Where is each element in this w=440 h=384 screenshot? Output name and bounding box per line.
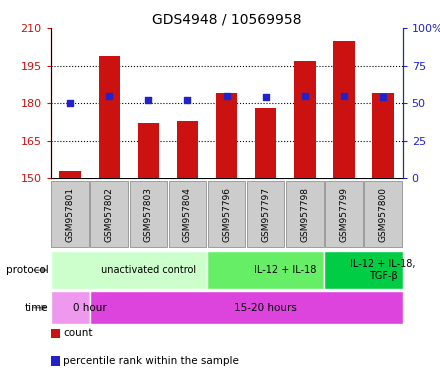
Point bbox=[106, 93, 113, 99]
Bar bbox=[207, 251, 324, 290]
Point bbox=[184, 97, 191, 103]
Text: GSM957801: GSM957801 bbox=[66, 187, 75, 242]
Bar bbox=[91, 181, 128, 247]
Bar bbox=[51, 181, 89, 247]
Text: GSM957799: GSM957799 bbox=[339, 187, 348, 242]
Bar bbox=[59, 170, 81, 178]
Bar bbox=[286, 181, 323, 247]
Text: GSM957796: GSM957796 bbox=[222, 187, 231, 242]
Bar bbox=[99, 56, 120, 178]
Text: 0 hour: 0 hour bbox=[73, 303, 106, 313]
Text: IL-12 + IL-18: IL-12 + IL-18 bbox=[254, 265, 316, 275]
Text: GSM957798: GSM957798 bbox=[301, 187, 309, 242]
Text: GSM957800: GSM957800 bbox=[378, 187, 388, 242]
Point bbox=[66, 100, 73, 106]
Bar bbox=[364, 181, 402, 247]
Bar bbox=[51, 251, 207, 290]
Bar bbox=[324, 251, 403, 290]
Text: 15-20 hours: 15-20 hours bbox=[234, 303, 297, 313]
Bar bbox=[247, 181, 285, 247]
Point bbox=[262, 94, 269, 100]
Title: GDS4948 / 10569958: GDS4948 / 10569958 bbox=[152, 13, 301, 27]
Bar bbox=[130, 181, 167, 247]
Bar bbox=[90, 291, 403, 324]
Point bbox=[145, 97, 152, 103]
Text: percentile rank within the sample: percentile rank within the sample bbox=[63, 356, 239, 366]
Text: time: time bbox=[25, 303, 48, 313]
Text: GSM957802: GSM957802 bbox=[105, 187, 114, 242]
Bar bbox=[208, 181, 246, 247]
Text: GSM957804: GSM957804 bbox=[183, 187, 192, 242]
Bar bbox=[138, 123, 159, 178]
Point bbox=[301, 93, 308, 99]
Text: unactivated control: unactivated control bbox=[101, 265, 196, 275]
Point bbox=[223, 93, 230, 99]
Text: GSM957797: GSM957797 bbox=[261, 187, 270, 242]
Bar bbox=[51, 291, 90, 324]
Bar bbox=[177, 121, 198, 178]
Bar bbox=[169, 181, 206, 247]
Point bbox=[380, 94, 387, 100]
Text: GSM957803: GSM957803 bbox=[144, 187, 153, 242]
Bar bbox=[294, 61, 315, 178]
Text: count: count bbox=[63, 328, 92, 338]
Point bbox=[341, 93, 348, 99]
Bar bbox=[372, 93, 394, 178]
Bar bbox=[333, 41, 355, 178]
Bar bbox=[325, 181, 363, 247]
Bar bbox=[216, 93, 237, 178]
Bar bbox=[255, 108, 276, 178]
Text: protocol: protocol bbox=[6, 265, 48, 275]
Text: IL-12 + IL-18,
TGF-β: IL-12 + IL-18, TGF-β bbox=[350, 259, 416, 281]
